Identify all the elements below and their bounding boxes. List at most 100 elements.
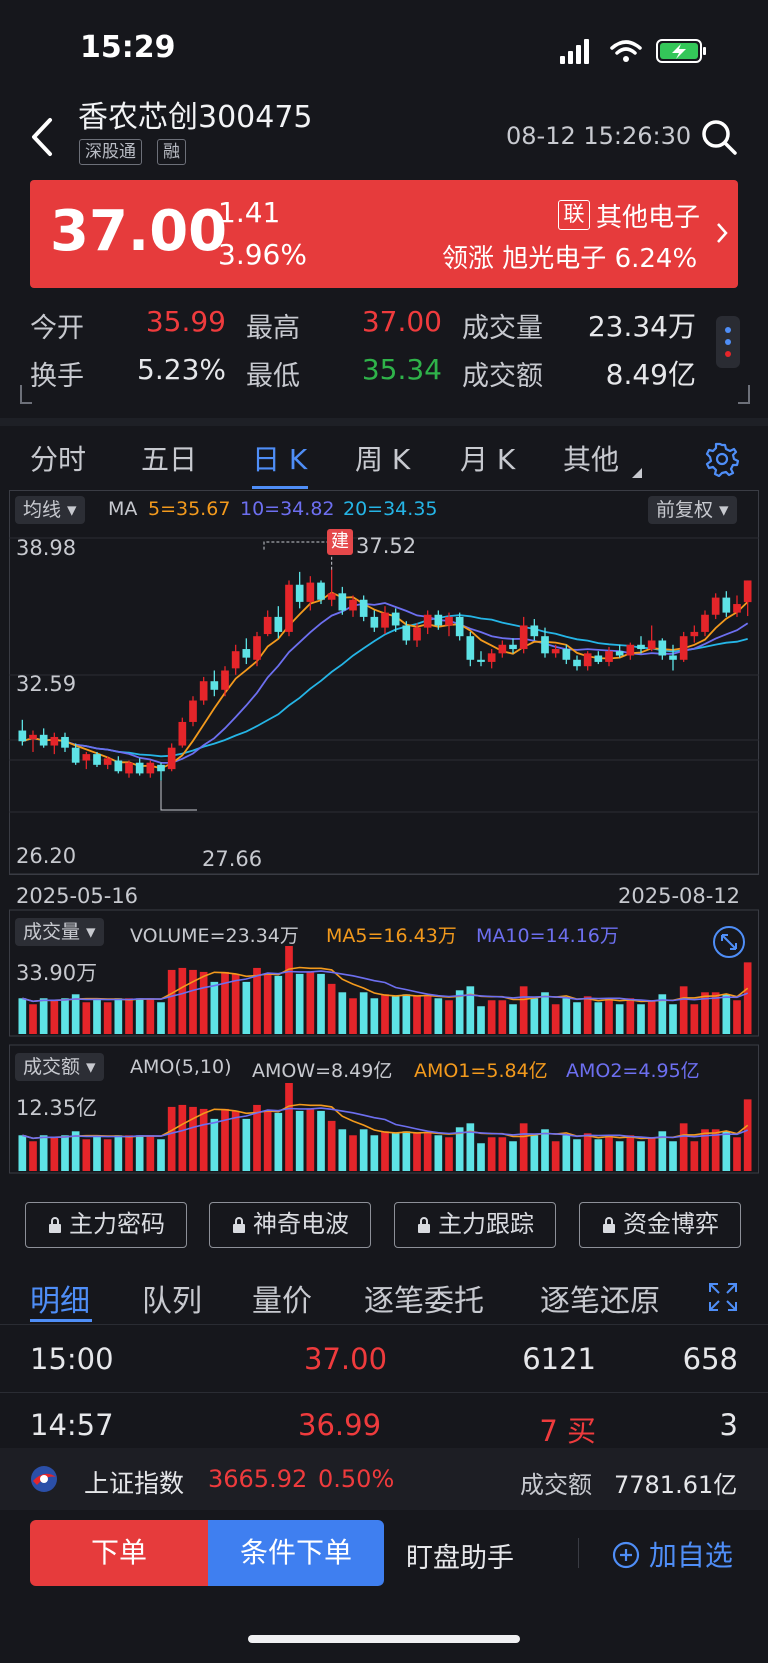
status-icons: [560, 39, 706, 64]
candle-body: [82, 754, 91, 761]
build-marker[interactable]: 建: [327, 529, 353, 555]
amount-bar: [519, 1123, 528, 1171]
candle-body: [157, 764, 165, 772]
candle-body: [93, 754, 101, 765]
tab-monthly-k[interactable]: 月 K: [460, 443, 516, 476]
candle-body: [722, 597, 731, 613]
volume-bar: [242, 981, 251, 1034]
volume-bar: [722, 994, 731, 1034]
candle-body: [423, 614, 432, 628]
add-watchlist-button[interactable]: 加自选: [612, 1534, 733, 1574]
divider: [0, 1324, 768, 1325]
amount-bar: [701, 1129, 709, 1171]
feature-button-main-code[interactable]: 主力密码: [25, 1202, 187, 1248]
volume-bar: [402, 994, 411, 1034]
amount-bar: [391, 1133, 400, 1171]
ma-selector[interactable]: 均线 ▾: [15, 496, 85, 524]
fullscreen-icon[interactable]: [708, 1282, 738, 1312]
volume-bar: [125, 998, 133, 1034]
feature-button-capital[interactable]: 资金博弈: [579, 1202, 741, 1248]
amount-selector[interactable]: 成交额 ▾: [15, 1053, 104, 1081]
price-banner[interactable]: [30, 180, 738, 288]
amount-bar: [541, 1129, 549, 1171]
candle-body: [541, 636, 549, 654]
tab-daily-k[interactable]: 日 K: [252, 443, 308, 476]
amo-params: AMO(5,10): [130, 1056, 232, 1078]
candle-body: [39, 734, 48, 746]
add-watchlist-label: 加自选: [648, 1539, 733, 1572]
volume-ma10-line: [22, 970, 748, 1003]
ma20-line: [22, 614, 748, 758]
tab-order-by-order[interactable]: 逐笔委托: [364, 1284, 484, 1319]
feature-button-wave[interactable]: 神奇电波: [209, 1202, 371, 1248]
amount-bar: [509, 1141, 517, 1171]
tab-trade-restore[interactable]: 逐笔还原: [540, 1284, 660, 1319]
candle-body: [349, 599, 357, 611]
gear-icon[interactable]: [704, 441, 740, 477]
feature-button-tracking[interactable]: 主力跟踪: [394, 1202, 556, 1248]
tab-weekly-k[interactable]: 周 K: [355, 443, 411, 476]
kline-chart[interactable]: [9, 490, 759, 1182]
amount-bar: [50, 1137, 59, 1171]
turnover-label: 换手: [30, 361, 84, 392]
amount-bar: [242, 1118, 251, 1171]
peak-label: 37.52: [356, 534, 417, 558]
amount-bar: [413, 1133, 421, 1171]
chevron-right-icon[interactable]: [714, 218, 730, 248]
amount-bar: [189, 1106, 197, 1171]
adjust-selector[interactable]: 前复权 ▾: [648, 496, 737, 524]
exchange-logo-icon: [31, 1466, 57, 1492]
amount-bar: [135, 1135, 144, 1171]
volume-bar: [157, 1002, 165, 1034]
candle-body: [594, 655, 603, 662]
price-change: 1.41: [218, 196, 281, 229]
volume-bar: [61, 998, 69, 1034]
candle-body: [615, 651, 624, 656]
triangle-down-icon: [632, 468, 642, 478]
volume-bar: [711, 992, 720, 1034]
candle-body: [178, 721, 187, 746]
amount-bar: [327, 1120, 336, 1171]
watch-assistant-button[interactable]: 盯盘助手: [406, 1543, 514, 1574]
amount-bar: [263, 1110, 272, 1171]
sector-name[interactable]: 其他电子: [596, 203, 701, 233]
tab-intraday[interactable]: 分时: [30, 443, 87, 476]
amount-bar: [295, 1110, 304, 1171]
tab-queue[interactable]: 队列: [142, 1284, 202, 1319]
index-ticker-bar[interactable]: [0, 1448, 768, 1510]
tab-details[interactable]: 明细: [30, 1284, 90, 1319]
tab-five-day[interactable]: 五日: [141, 443, 198, 476]
amount-bar: [157, 1139, 165, 1171]
volume-bar: [573, 1002, 581, 1034]
volume-bar: [551, 1004, 560, 1034]
low-leader: [160, 780, 197, 811]
candle-body: [509, 644, 517, 650]
search-icon[interactable]: [700, 118, 738, 156]
divider: [578, 1538, 579, 1568]
turnover-value: 5.23%: [137, 353, 226, 386]
candle-body: [498, 644, 507, 654]
back-icon[interactable]: [22, 112, 62, 162]
more-stats-button[interactable]: [716, 316, 740, 368]
amount-selector-label: 成交额: [23, 1056, 81, 1078]
volume-selector-label: 成交量: [23, 921, 81, 943]
volume-bar: [445, 1000, 453, 1034]
amount-max: 12.35亿: [16, 1096, 98, 1120]
expand-chart-icon[interactable]: [712, 925, 746, 959]
conditional-order-button[interactable]: 条件下单: [208, 1520, 384, 1586]
tab-volume-price[interactable]: 量价: [252, 1284, 312, 1319]
amount-bar: [349, 1135, 357, 1171]
amount-bar: [253, 1104, 261, 1171]
order-button[interactable]: 下单: [30, 1520, 208, 1586]
tab-other[interactable]: 其他: [563, 443, 620, 476]
plus-circle-icon: [612, 1541, 640, 1569]
sector-leader[interactable]: 领涨 旭光电子 6.24%: [442, 238, 697, 275]
volume-selector[interactable]: 成交量 ▾: [15, 918, 104, 946]
amount-bar: [626, 1135, 635, 1171]
stock-code: 300475: [198, 100, 313, 135]
volume-bar: [146, 998, 155, 1034]
amount-bar: [573, 1139, 581, 1171]
volume-bar: [39, 998, 48, 1034]
candle-body: [466, 636, 475, 660]
volume-bar: [637, 1004, 645, 1034]
